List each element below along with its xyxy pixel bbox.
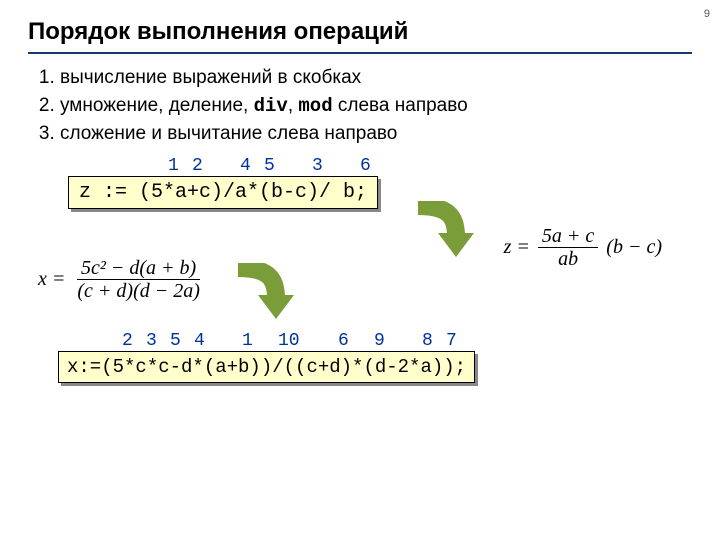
arrow-icon bbox=[408, 201, 478, 265]
step-number: 1 bbox=[168, 156, 179, 176]
step-number: 3 bbox=[146, 331, 157, 351]
rule-item: сложение и вычитание слева направо bbox=[60, 120, 692, 148]
step-number: 2 bbox=[122, 331, 133, 351]
page-number: 9 bbox=[704, 8, 710, 20]
step-number: 3 bbox=[312, 156, 323, 176]
step-number: 9 bbox=[374, 331, 385, 351]
step-number: 4 bbox=[194, 331, 205, 351]
step-number: 6 bbox=[360, 156, 371, 176]
step-number: 1 bbox=[242, 331, 253, 351]
code-example-2: 23541106987 x:=(5*c*c-d*(a+b))/((c+d)*(d… bbox=[58, 351, 692, 383]
step-number: 4 bbox=[240, 156, 251, 176]
rule-item: умножение, деление, div, mod слева напра… bbox=[60, 92, 692, 121]
step-number: 7 bbox=[446, 331, 457, 351]
code-text-1: z := (5*a+c)/a*(b-c)/ b; bbox=[68, 176, 378, 209]
step-number: 2 bbox=[192, 156, 203, 176]
step-numbers-1: 12 45 3 6 bbox=[68, 156, 692, 176]
step-number: 8 bbox=[422, 331, 433, 351]
code-example-1: 124536 z := (5*a+c)/a*(b-c)/ b; bbox=[68, 176, 692, 209]
step-numbers-2: 2354 1 10 6 9 87 bbox=[58, 331, 692, 351]
step-number: 6 bbox=[338, 331, 349, 351]
step-number: 5 bbox=[170, 331, 181, 351]
formula-x: x = 5c² − d(a + b) (c + d)(d − 2a) bbox=[38, 257, 208, 302]
slide-title: Порядок выполнения операций bbox=[28, 18, 692, 54]
code-text-2: x:=(5*c*c-d*(a+b))/((c+d)*(d-2*a)); bbox=[58, 351, 475, 383]
formula-z: z = 5a + c ab (b − c) bbox=[504, 225, 662, 270]
rules-list: вычисление выражений в скобках умножение… bbox=[28, 64, 692, 148]
step-number: 10 bbox=[278, 331, 300, 351]
step-number: 5 bbox=[264, 156, 275, 176]
rule-item: вычисление выражений в скобках bbox=[60, 64, 692, 92]
arrow-icon bbox=[228, 263, 298, 327]
